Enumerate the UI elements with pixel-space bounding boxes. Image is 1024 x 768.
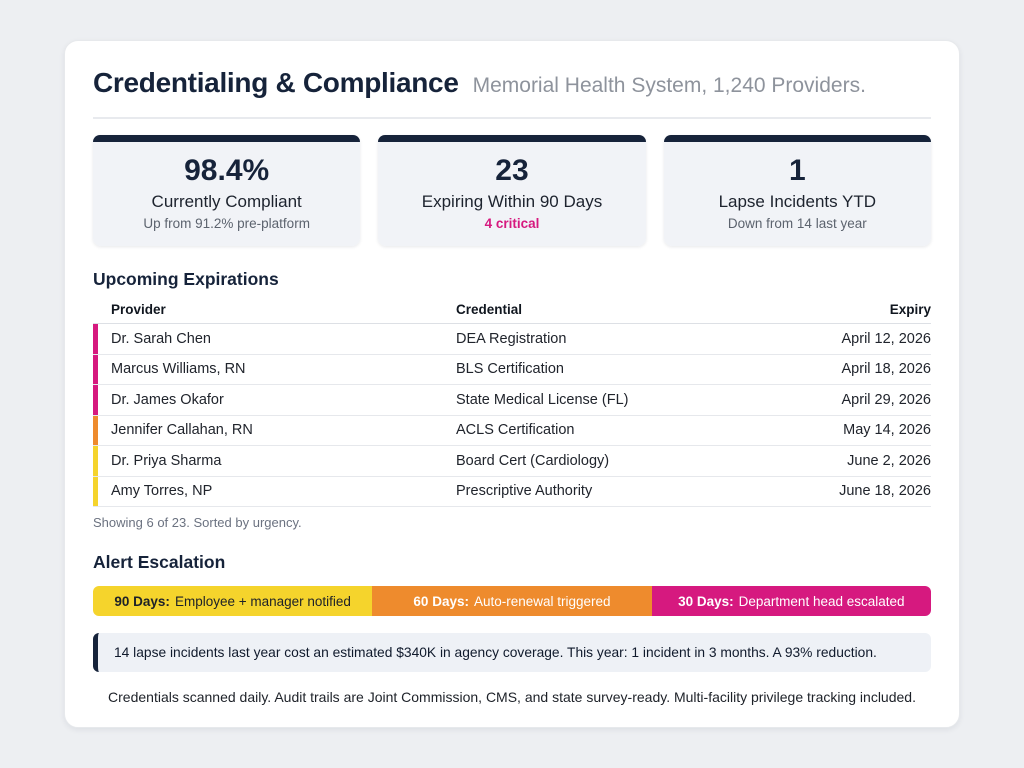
escalation-segment-60-days: 60 Days: Auto-renewal triggered bbox=[372, 586, 652, 616]
stat-card-top-bar bbox=[93, 135, 361, 142]
segment-label: 90 Days: bbox=[114, 593, 170, 609]
cell-credential: Board Cert (Cardiology) bbox=[456, 452, 610, 469]
header: Credentialing & Compliance Memorial Heal… bbox=[93, 67, 931, 99]
escalation-heading: Alert Escalation bbox=[93, 552, 226, 572]
segment-text: Employee + manager notified bbox=[174, 593, 351, 609]
stat-note-critical: 4 critical bbox=[484, 216, 540, 231]
column-header-credential: Credential bbox=[456, 302, 523, 317]
savings-callout: 14 lapse incidents last year cost an est… bbox=[93, 633, 931, 672]
escalation-bar: 90 Days: Employee + manager notified 60 … bbox=[93, 586, 931, 616]
stat-note: Up from 91.2% pre-platform bbox=[143, 216, 310, 231]
cell-expiry: June 18, 2026 bbox=[839, 483, 931, 500]
header-divider bbox=[93, 117, 931, 119]
cell-provider: Marcus Williams, RN bbox=[111, 361, 246, 378]
cell-credential: DEA Registration bbox=[456, 330, 567, 347]
table-header: Provider Credential Expiry bbox=[93, 290, 931, 324]
table-row: Dr. Sarah Chen DEA Registration April 12… bbox=[93, 324, 931, 355]
cell-provider: Amy Torres, NP bbox=[111, 483, 213, 500]
segment-text: Department head escalated bbox=[738, 593, 905, 609]
table-row: Marcus Williams, RN BLS Certification Ap… bbox=[93, 354, 931, 385]
cell-expiry: April 12, 2026 bbox=[841, 330, 931, 347]
stat-label: Lapse Incidents YTD bbox=[718, 192, 877, 211]
stat-card-top-bar bbox=[378, 135, 646, 142]
expirations-heading: Upcoming Expirations bbox=[93, 269, 279, 289]
cell-provider: Dr. Sarah Chen bbox=[111, 330, 211, 347]
stat-value: 23 bbox=[495, 154, 529, 187]
cell-expiry: April 18, 2026 bbox=[841, 361, 931, 378]
stat-value: 98.4% bbox=[184, 154, 270, 187]
table-row: Amy Torres, NP Prescriptive Authority Ju… bbox=[93, 476, 931, 507]
dashboard-card: Credentialing & Compliance Memorial Heal… bbox=[64, 40, 960, 728]
stat-card-top-bar bbox=[663, 135, 931, 142]
cell-provider: Dr. James Okafor bbox=[111, 391, 224, 408]
table-row: Dr. James Okafor State Medical License (… bbox=[93, 385, 931, 416]
cell-credential: State Medical License (FL) bbox=[456, 391, 629, 408]
cell-credential: Prescriptive Authority bbox=[456, 483, 593, 500]
page-subtitle: Memorial Health System, 1,240 Providers. bbox=[472, 74, 866, 97]
page-title: Credentialing & Compliance bbox=[93, 67, 459, 98]
escalation-segment-30-days: 30 Days: Department head escalated bbox=[651, 586, 931, 616]
stat-note: Down from 14 last year bbox=[727, 216, 867, 231]
stat-cards: 98.4% Currently Compliant Up from 91.2% … bbox=[93, 135, 931, 246]
escalation-segment-90-days: 90 Days: Employee + manager notified bbox=[93, 586, 373, 616]
cell-credential: ACLS Certification bbox=[456, 422, 575, 439]
segment-label: 30 Days: bbox=[678, 593, 734, 609]
cell-expiry: April 29, 2026 bbox=[841, 391, 931, 408]
stat-card-lapses: 1 Lapse Incidents YTD Down from 14 last … bbox=[663, 135, 931, 246]
cell-credential: BLS Certification bbox=[456, 361, 564, 378]
stat-label: Currently Compliant bbox=[151, 192, 302, 211]
cell-expiry: May 14, 2026 bbox=[843, 422, 931, 439]
stat-value: 1 bbox=[788, 154, 806, 187]
stat-label: Expiring Within 90 Days bbox=[421, 192, 603, 211]
column-header-expiry: Expiry bbox=[889, 302, 931, 317]
column-header-provider: Provider bbox=[111, 302, 166, 317]
table-row: Jennifer Callahan, RN ACLS Certification… bbox=[93, 415, 931, 446]
cell-provider: Jennifer Callahan, RN bbox=[111, 422, 253, 439]
cell-provider: Dr. Priya Sharma bbox=[111, 452, 222, 469]
table-footnote: Showing 6 of 23. Sorted by urgency. bbox=[93, 515, 302, 530]
table-row: Dr. Priya Sharma Board Cert (Cardiology)… bbox=[93, 446, 931, 477]
stat-card-expiring: 23 Expiring Within 90 Days 4 critical bbox=[378, 135, 646, 246]
footer-note: Credentials scanned daily. Audit trails … bbox=[108, 689, 916, 705]
segment-text: Auto-renewal triggered bbox=[473, 593, 611, 609]
cell-expiry: June 2, 2026 bbox=[847, 452, 931, 469]
stat-card-compliant: 98.4% Currently Compliant Up from 91.2% … bbox=[93, 135, 361, 246]
segment-label: 60 Days: bbox=[413, 593, 469, 609]
